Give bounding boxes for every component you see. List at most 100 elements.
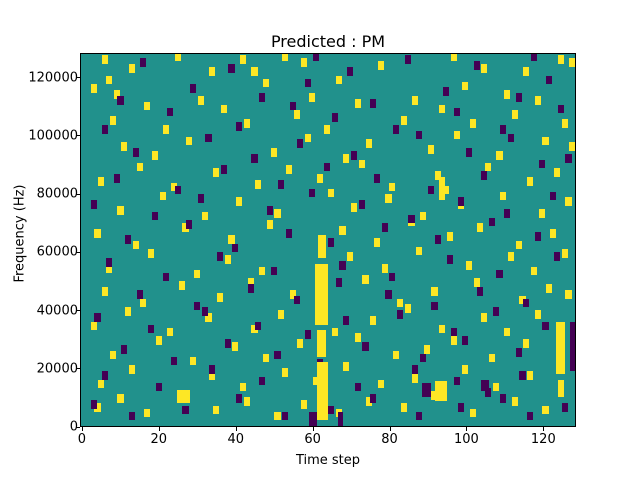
heatmap-cell <box>243 119 250 128</box>
heatmap-cell <box>94 402 101 412</box>
heatmap-cell <box>385 194 392 204</box>
heatmap-cell <box>174 185 181 195</box>
heatmap-cell <box>450 336 457 345</box>
heatmap-cell <box>565 197 572 206</box>
heatmap-cell <box>193 269 201 279</box>
heatmap-cell <box>136 289 143 299</box>
heatmap-cell <box>546 284 553 293</box>
heatmap-cell <box>262 353 270 363</box>
heatmap-cell <box>282 411 289 421</box>
heatmap-cell <box>435 381 447 402</box>
x-tick-mark <box>312 427 314 431</box>
heatmap-cell <box>98 379 105 389</box>
heatmap-cell <box>462 365 469 374</box>
heatmap-cell <box>454 130 461 140</box>
heatmap-cell <box>102 370 109 380</box>
x-tick-mark <box>543 427 545 431</box>
heatmap-cell <box>259 266 266 276</box>
heatmap-cell <box>197 95 204 105</box>
x-tick-label: 20 <box>150 432 168 447</box>
heatmap-cell <box>282 368 289 377</box>
heatmap-cell <box>205 133 212 143</box>
heatmap-cell <box>90 200 97 209</box>
heatmap-cell <box>538 208 545 218</box>
heatmap-cell <box>216 252 224 261</box>
heatmap-cell <box>247 278 254 288</box>
heatmap-cell <box>216 292 224 302</box>
heatmap-cell <box>465 260 472 270</box>
heatmap-cell <box>324 124 331 134</box>
heatmap-cell <box>496 269 503 279</box>
heatmap-cell <box>469 408 476 418</box>
heatmap-cell <box>251 67 258 76</box>
heatmap-cell <box>170 356 178 366</box>
heatmap-cell <box>485 162 492 172</box>
heatmap-cell <box>328 188 335 198</box>
heatmap-cell <box>404 304 411 314</box>
heatmap-cell <box>190 84 197 94</box>
heatmap-cell <box>343 362 350 371</box>
heatmap-cell <box>128 64 135 73</box>
heatmap-cell <box>427 185 434 195</box>
heatmap-cell <box>308 411 317 426</box>
heatmap-cell <box>316 174 323 183</box>
heatmap-cell <box>366 397 373 406</box>
heatmap-cell <box>561 249 568 259</box>
heatmap-cell <box>90 321 97 331</box>
heatmap-cell <box>328 237 335 247</box>
heatmap-cell <box>201 307 208 316</box>
x-tick-mark <box>235 427 237 431</box>
heatmap-cell <box>337 411 344 426</box>
heatmap-cell <box>113 174 120 183</box>
x-tick-label: 0 <box>77 432 87 447</box>
heatmap-cell <box>446 255 453 264</box>
heatmap-cell <box>232 243 239 253</box>
heatmap-cell <box>228 64 235 73</box>
heatmap-cell <box>343 315 350 325</box>
heatmap-cell <box>132 148 139 157</box>
heatmap-cell <box>485 388 492 398</box>
x-tick-label: 100 <box>453 432 479 447</box>
heatmap-cell <box>312 376 319 386</box>
heatmap-cell <box>239 55 247 65</box>
heatmap-cell <box>538 159 545 169</box>
heatmap-cell <box>381 263 388 273</box>
heatmap-cell <box>550 229 557 238</box>
heatmap-cell <box>155 336 162 345</box>
heatmap-cell <box>458 197 465 206</box>
heatmap-cell <box>140 58 147 67</box>
heatmap-cell <box>285 165 292 175</box>
heatmap-cell <box>201 211 208 221</box>
heatmap-cell <box>176 389 191 403</box>
heatmap-cell <box>278 179 285 189</box>
heatmap-cell <box>389 182 396 192</box>
heatmap-cell <box>350 203 358 212</box>
y-tick-mark <box>76 310 80 312</box>
heatmap-cell <box>228 234 235 244</box>
heatmap-cell <box>136 162 143 172</box>
heatmap-cell <box>370 315 377 325</box>
heatmap-cell <box>163 272 170 282</box>
heatmap-cell <box>519 370 526 380</box>
heatmap-cell <box>301 58 308 67</box>
heatmap-cell <box>105 75 113 85</box>
heatmap-cell <box>213 168 220 178</box>
heatmap-cell <box>416 411 423 421</box>
heatmap-cell <box>450 327 457 337</box>
heatmap-cell <box>159 191 166 201</box>
heatmap-cell <box>527 411 534 421</box>
heatmap-cell <box>239 382 247 392</box>
heatmap-cell <box>462 336 469 345</box>
heatmap-cell <box>358 159 365 169</box>
heatmap-cell <box>167 107 174 117</box>
heatmap-cell <box>515 93 522 102</box>
heatmap-cell <box>90 84 97 94</box>
heatmap-cell <box>251 324 258 334</box>
heatmap-cell <box>377 61 384 70</box>
heatmap-cell <box>220 104 227 114</box>
heatmap-cell <box>450 54 457 62</box>
heatmap-cell <box>358 200 365 209</box>
heatmap-cell <box>270 148 277 157</box>
heatmap-cell <box>404 55 411 65</box>
heatmap-cell <box>193 301 201 311</box>
